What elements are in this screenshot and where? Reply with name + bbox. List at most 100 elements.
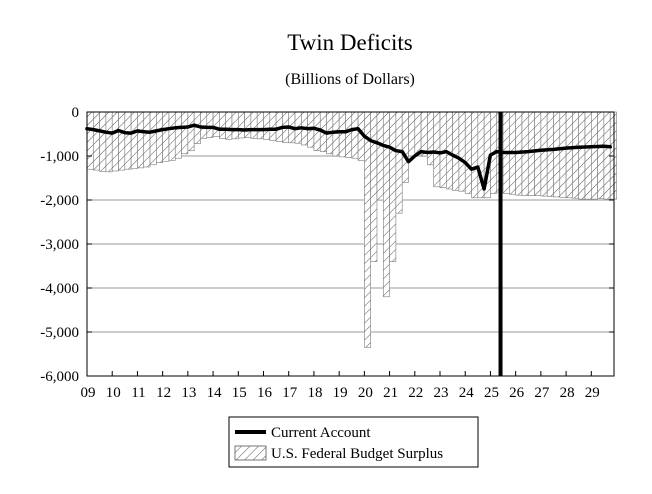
- budget-surplus-bar: [433, 111, 441, 188]
- x-tick-label: 19: [333, 385, 348, 401]
- y-tick-label: -3,000: [40, 237, 79, 253]
- x-tick-label: 11: [131, 385, 145, 401]
- x-tick-label: 09: [81, 385, 96, 401]
- budget-surplus-bar: [338, 111, 346, 158]
- budget-surplus-bar: [250, 111, 258, 139]
- budget-surplus-bar: [565, 111, 573, 199]
- budget-surplus-bar: [534, 111, 542, 196]
- current-account-line-group: [85, 123, 612, 191]
- x-tick-label: 18: [307, 385, 322, 401]
- budget-surplus-bar: [149, 111, 157, 166]
- budget-surplus-bar: [187, 111, 195, 152]
- x-tick-label: 28: [560, 385, 575, 401]
- x-tick-label: 24: [459, 385, 475, 401]
- budget-surplus-bar: [130, 111, 138, 170]
- legend-budget-surplus-label: U.S. Federal Budget Surplus: [271, 446, 443, 462]
- budget-surplus-bar: [263, 111, 271, 140]
- budget-surplus-bar: [427, 111, 435, 166]
- y-axis-ticks: 0 -1,000 -2,000 -3,000 -4,000 -5,000 -6,000: [40, 105, 614, 385]
- budget-surplus-bar: [546, 111, 554, 197]
- x-tick-label: 25: [484, 385, 499, 401]
- budget-surplus-bar: [219, 111, 226, 139]
- budget-surplus-bar: [395, 111, 403, 214]
- budget-surplus-bar: [382, 111, 390, 298]
- y-tick-label: -5,000: [40, 325, 79, 341]
- budget-surplus-bar: [420, 111, 428, 157]
- chart-subtitle: (Billions of Dollars): [285, 71, 415, 88]
- budget-surplus-bar: [597, 111, 605, 199]
- budget-surplus-bar: [143, 111, 151, 168]
- current-account-line: [85, 123, 612, 191]
- budget-surplus-bar: [414, 111, 422, 155]
- budget-surplus-bar: [86, 111, 94, 170]
- x-tick-label: 26: [509, 385, 525, 401]
- budget-surplus-bar: [458, 111, 466, 192]
- chart-title: Twin Deficits: [287, 30, 413, 55]
- budget-surplus-bar: [464, 111, 472, 194]
- budget-surplus-bar: [181, 111, 189, 155]
- budget-surplus-bar: [527, 111, 535, 196]
- budget-surplus-bar: [99, 111, 107, 172]
- budget-surplus-bar: [439, 111, 447, 188]
- x-tick-label: 20: [358, 385, 373, 401]
- budget-surplus-bar: [118, 111, 126, 171]
- x-tick-label: 13: [181, 385, 196, 401]
- budget-surplus-bar: [584, 111, 592, 200]
- x-tick-label: 14: [207, 385, 223, 401]
- x-tick-label: 21: [383, 385, 398, 401]
- x-tick-label: 12: [156, 385, 171, 401]
- budget-surplus-bar: [206, 111, 214, 138]
- budget-surplus-bar: [389, 111, 397, 262]
- legend: Current Account U.S. Federal Budget Surp…: [228, 416, 479, 468]
- budget-surplus-bar: [351, 111, 359, 159]
- budget-surplus-bar: [237, 111, 245, 139]
- budget-surplus-bar: [105, 111, 113, 173]
- budget-surplus-bar: [212, 111, 220, 137]
- budget-surplus-bars: [86, 111, 617, 348]
- budget-surplus-bar: [225, 111, 233, 140]
- budget-surplus-bar: [572, 111, 579, 199]
- x-tick-label: 29: [585, 385, 600, 401]
- legend-budget-surplus-swatch: [234, 445, 267, 461]
- budget-surplus-bar: [332, 111, 340, 157]
- budget-surplus-bar: [200, 111, 208, 139]
- x-tick-label: 10: [106, 385, 121, 401]
- budget-surplus-bar: [345, 111, 353, 158]
- budget-surplus-bar: [269, 111, 277, 141]
- budget-surplus-bar: [244, 111, 252, 138]
- budget-surplus-bar: [521, 111, 529, 196]
- budget-surplus-bar: [137, 111, 145, 169]
- budget-surplus-bar: [401, 111, 409, 183]
- budget-surplus-bar: [162, 111, 170, 162]
- budget-surplus-bar: [540, 111, 548, 197]
- legend-current-account-label: Current Account: [271, 425, 371, 441]
- budget-surplus-bar: [124, 111, 132, 170]
- budget-surplus-bar: [168, 111, 176, 161]
- budget-surplus-bar: [256, 111, 264, 140]
- x-tick-label: 22: [408, 385, 423, 401]
- budget-surplus-bar: [376, 111, 384, 201]
- budget-surplus-bar: [452, 111, 460, 191]
- x-tick-label: 27: [534, 385, 550, 401]
- budget-surplus-bar: [174, 111, 182, 159]
- y-tick-label: -1,000: [40, 149, 79, 165]
- budget-surplus-bar: [111, 111, 119, 172]
- budget-surplus-bar: [559, 111, 567, 198]
- budget-surplus-bar: [156, 111, 163, 163]
- budget-surplus-bar: [578, 111, 586, 200]
- budget-surplus-bar: [370, 111, 378, 262]
- x-tick-label: 23: [434, 385, 449, 401]
- legend-box: [228, 416, 479, 468]
- x-axis-ticks: 09 10 11 12 13 14 15 16 17 18 19 20 21 22 23 24 25 26 27 28…: [81, 371, 600, 401]
- x-tick-label: 16: [257, 385, 273, 401]
- y-tick-label: -6,000: [40, 369, 79, 385]
- x-tick-label: 15: [232, 385, 247, 401]
- x-tick-label: 17: [282, 385, 298, 401]
- budget-surplus-bar: [471, 111, 479, 199]
- y-tick-label: -2,000: [40, 193, 79, 209]
- budget-surplus-bar: [408, 111, 416, 157]
- budget-surplus-bar: [364, 111, 371, 348]
- budget-surplus-bar: [553, 111, 561, 198]
- budget-surplus-bar: [591, 111, 598, 200]
